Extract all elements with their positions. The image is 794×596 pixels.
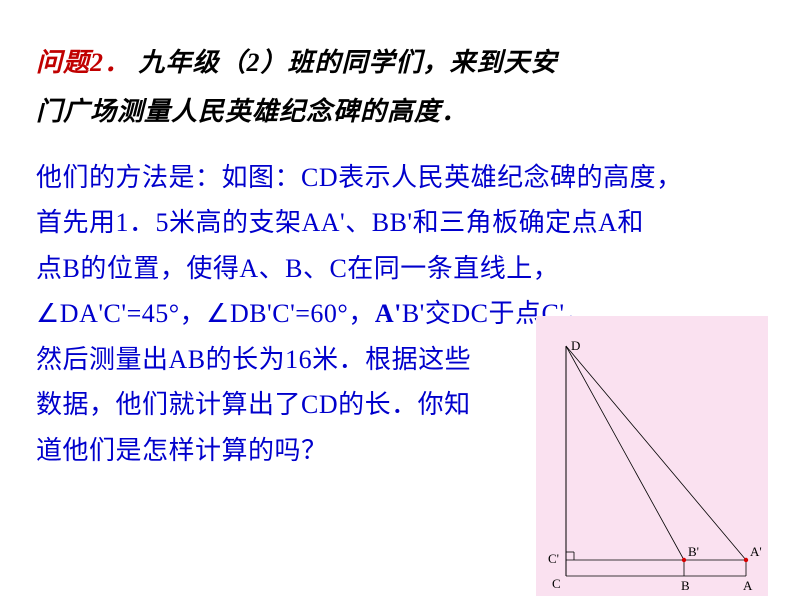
question-label: 问题	[36, 48, 90, 77]
svg-text:A': A'	[750, 544, 762, 559]
svg-text:D: D	[571, 338, 580, 353]
question-punct: ．	[104, 48, 131, 77]
svg-text:C: C	[552, 576, 561, 591]
body-line-1: 他们的方法是：如图：CD表示人民英雄纪念碑的高度，	[36, 155, 766, 201]
body-line-2: 首先用1．5米高的支架AA'、BB'和三角板确定点A和	[36, 200, 766, 246]
svg-text:B': B'	[688, 544, 699, 559]
body-line-3: 点B的位置，使得A、B、C在同一条直线上，	[36, 246, 766, 292]
question-title: 问题2． 九年级（2）班的同学们，来到天安	[36, 38, 766, 87]
title-text-1a: 九年级（	[139, 48, 247, 77]
svg-text:C': C'	[548, 551, 559, 566]
svg-text:A: A	[743, 578, 753, 593]
title-text-2: 门广场测量人民英雄纪念碑的高度．	[36, 97, 468, 126]
question-number: 2	[90, 48, 104, 77]
svg-text:B: B	[681, 578, 690, 593]
title-text-1b: ）班的同学们，来到天安	[261, 48, 558, 77]
title-paren-num: 2	[247, 48, 261, 77]
geometry-diagram: D C' C B' B A' A	[536, 316, 768, 596]
